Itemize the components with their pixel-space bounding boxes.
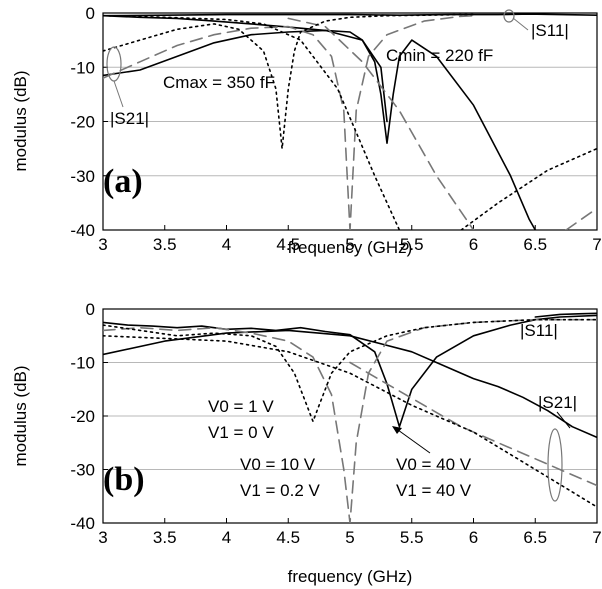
x-axis-label-a: frequency (GHz) [288, 238, 413, 257]
annotation-v1-0-2v: V1 = 0.2 V [240, 481, 321, 500]
annotation-s21-b: |S21| [538, 393, 577, 412]
annotation-v1-40v: V1 = 40 V [396, 481, 472, 500]
annotation-v0-1v: V0 = 1 V [208, 397, 274, 416]
s21-leader-line-b [556, 411, 571, 429]
series-line-a-6 [103, 13, 475, 150]
chart-panel-b: 3 3.5 4 4.5 5 5.5 6 6.5 7 0 -10 -20 -30 -40 frequency… [11, 300, 602, 586]
chart-panel-a: 3 3.5 4 4.5 5 5.5 6 6.5 7 0 -10 -20 -30 -40 frequency… [11, 4, 602, 257]
x-tick-label-a: 7 [592, 235, 601, 254]
x-tick-label-b: 3 [98, 528, 107, 547]
x-tick-label-a: 6.5 [523, 235, 547, 254]
series-line-a-5 [565, 207, 597, 230]
annotation-v1-0v: V1 = 0 V [208, 423, 274, 442]
s11-marker-ellipse-a [503, 9, 515, 23]
x-tick-label-b: 6.5 [523, 528, 547, 547]
x-axis-label-b: frequency (GHz) [288, 567, 413, 586]
grid-a [102, 12, 598, 231]
panel-tag-b: (b) [103, 461, 145, 498]
x-tick-label-a: 6 [469, 235, 478, 254]
s21-leader-line-a [113, 80, 124, 108]
annotation-v0-40v: V0 = 40 V [396, 455, 472, 474]
tick-labels-b: 3 3.5 4 4.5 5 5.5 6 6.5 7 0 -10 -20 -30 -40 [70, 300, 601, 547]
series-line-b-3 [103, 318, 597, 523]
tick-labels-a: 3 3.5 4 4.5 5 5.5 6 6.5 7 0 -10 -20 -30 -40 [70, 4, 601, 254]
x-tick-label-b: 6 [469, 528, 478, 547]
annotation-s11-a: |S11| [531, 21, 569, 40]
s21-marker-ellipse-b [547, 428, 563, 502]
s11-leader-line-a [512, 17, 529, 31]
y-tick-label-a: -10 [70, 58, 95, 77]
x-tick-label-a: 5.5 [400, 235, 424, 254]
x-tick-label-b: 3.5 [153, 528, 177, 547]
x-tick-label-a: 5 [345, 235, 354, 254]
v0-40v-arrowhead [392, 426, 402, 434]
y-axis-label-b: modulus (dB) [11, 365, 30, 466]
y-tick-label-b: -40 [70, 514, 95, 533]
series-line-a-0 [103, 13, 597, 17]
series-line-b-0 [103, 314, 597, 428]
y-tick-label-a: -30 [70, 167, 95, 186]
y-tick-label-b: -10 [70, 354, 95, 373]
y-tick-label-b: 0 [86, 300, 95, 319]
x-tick-label-b: 4.5 [276, 528, 300, 547]
x-tick-label-b: 4 [222, 528, 231, 547]
series-line-a-1 [103, 29, 537, 230]
x-tick-label-a: 4.5 [276, 235, 300, 254]
x-tick-label-a: 4 [222, 235, 231, 254]
annotation-cmin: Cmin = 220 fF [386, 46, 493, 65]
x-tick-label-a: 3 [98, 235, 107, 254]
y-axis-label-a: modulus (dB) [11, 70, 30, 171]
series-line-b-4 [349, 361, 597, 487]
series-line-b-5 [103, 318, 597, 423]
series-line-b-6 [103, 334, 597, 508]
s21-marker-ellipse-a [106, 46, 122, 82]
grid-b [102, 308, 598, 524]
y-tick-label-a: -40 [70, 221, 95, 240]
annotation-s21-a: |S21| [110, 109, 149, 128]
y-tick-label-b: -30 [70, 461, 95, 480]
annotation-v0-10v: V0 = 10 V [240, 455, 316, 474]
y-tick-label-a: 0 [86, 4, 95, 23]
x-tick-label-b: 5 [345, 528, 354, 547]
series-line-a-8 [460, 147, 597, 230]
v0-40v-leader-line [397, 429, 431, 454]
x-tick-label-b: 7 [592, 528, 601, 547]
x-tick-label-a: 3.5 [153, 235, 177, 254]
series-line-b-1 [103, 329, 597, 439]
series-line-a-4 [287, 17, 475, 230]
annotation-s11-b: |S11| [520, 321, 558, 340]
series-group-a [103, 13, 597, 230]
y-tick-label-b: -20 [70, 407, 95, 426]
series-line-b-2 [534, 312, 597, 318]
y-tick-label-a: -20 [70, 113, 95, 132]
series-line-a-7 [103, 14, 401, 230]
annotation-cmax: Cmax = 350 fF [163, 73, 275, 92]
x-tick-label-b: 5.5 [400, 528, 424, 547]
series-line-a-3 [103, 14, 475, 230]
series-group-b [103, 312, 597, 523]
panel-tag-a: (a) [103, 163, 143, 200]
